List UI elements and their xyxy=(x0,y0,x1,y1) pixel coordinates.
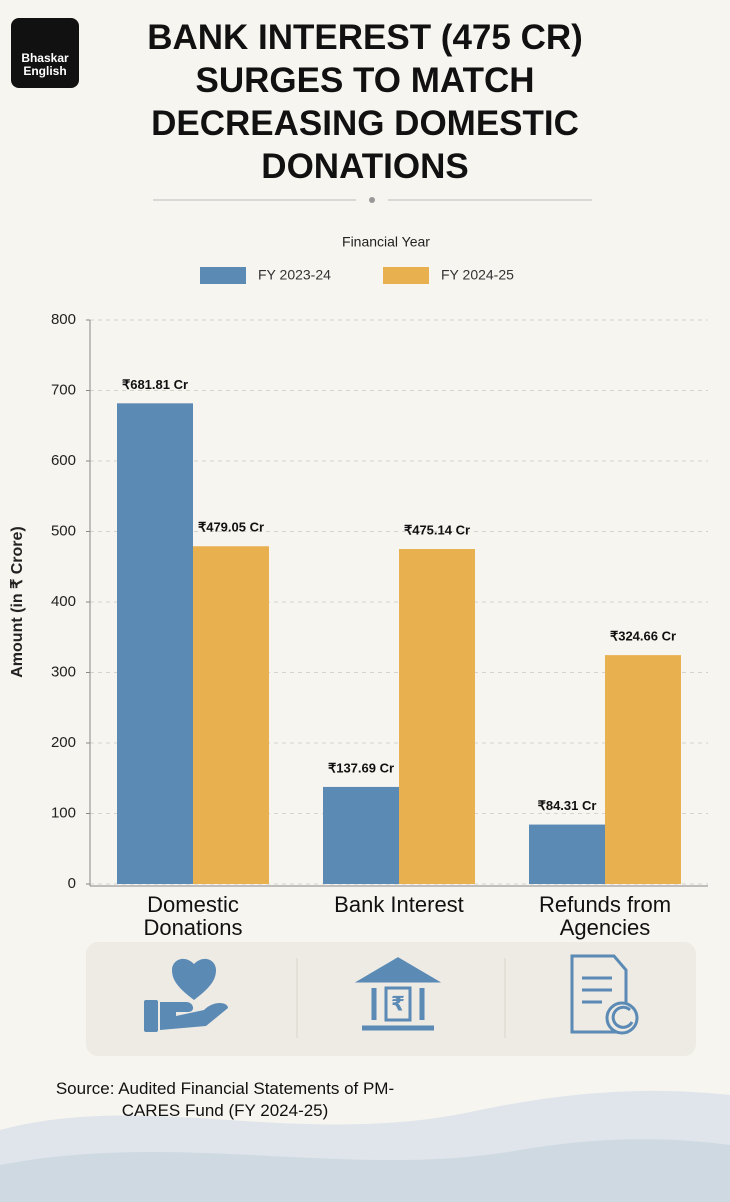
x-tick-label: Bank Interest xyxy=(334,892,464,917)
bar xyxy=(193,546,269,884)
legend-label: FY 2024-25 xyxy=(441,267,514,283)
bar xyxy=(117,403,193,884)
value-label: ₹681.81 Cr xyxy=(122,377,188,392)
bank-icon: ₹ xyxy=(354,957,442,1031)
value-label: ₹324.66 Cr xyxy=(610,629,676,644)
y-tick-label: 800 xyxy=(51,311,76,328)
plot-area: Financial Year FY 2023-24 FY 2024-25 Amount… xyxy=(9,234,708,892)
value-label: ₹479.05 Cr xyxy=(198,520,264,535)
value-label: ₹475.14 Cr xyxy=(404,522,470,537)
chart-title: BANK INTEREST (475 CR) SURGES TO MATCH D… xyxy=(147,18,583,186)
legend-swatch xyxy=(383,267,429,284)
y-tick-label: 0 xyxy=(68,875,76,892)
bar xyxy=(323,786,399,884)
y-tick-label: 300 xyxy=(51,663,76,680)
legend-label: FY 2023-24 xyxy=(258,267,331,283)
y-tick-label: 400 xyxy=(51,593,76,610)
y-tick-label: 100 xyxy=(51,804,76,821)
legend-swatch xyxy=(200,267,246,284)
source-note: Source: Audited Financial Statements of … xyxy=(55,1079,395,1120)
brand-logo: Bhaskar English xyxy=(11,18,79,88)
donation-icon xyxy=(144,958,228,1032)
bar xyxy=(529,824,605,884)
bar xyxy=(605,655,681,884)
y-tick-label: 700 xyxy=(51,381,76,398)
refund-icon xyxy=(570,954,639,1035)
bar xyxy=(399,549,475,884)
y-tick-label: 500 xyxy=(51,522,76,539)
value-label: ₹84.31 Cr xyxy=(538,798,597,813)
x-tick-label: Refunds from Agencies xyxy=(538,892,672,940)
icon-panel xyxy=(86,942,696,1056)
x-tick-label: Domestic Donations xyxy=(143,892,243,940)
y-tick-label: 200 xyxy=(51,734,76,751)
divider-dot xyxy=(369,197,375,203)
value-label: ₹137.69 Cr xyxy=(328,760,394,775)
svg-text:₹: ₹ xyxy=(391,992,405,1016)
legend-title: Financial Year xyxy=(342,234,430,250)
y-tick-label: 600 xyxy=(51,452,76,469)
wave xyxy=(0,1139,730,1202)
y-axis-label: Amount (in ₹ Crore) xyxy=(9,526,26,678)
